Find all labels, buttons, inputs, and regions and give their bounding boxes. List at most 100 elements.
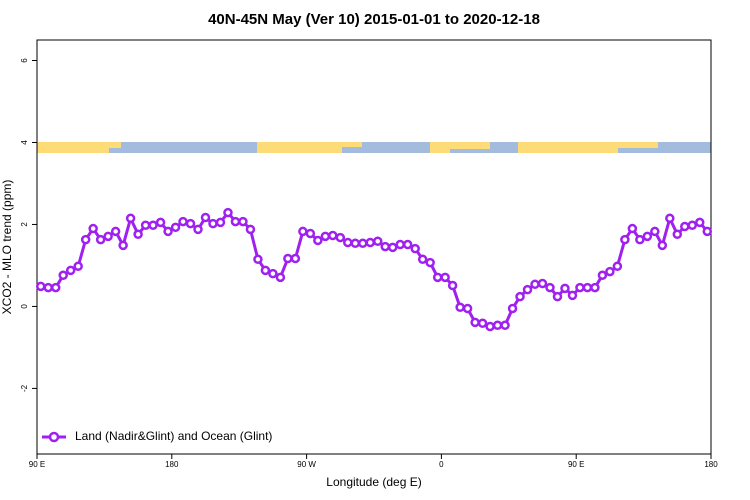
data-point [470, 317, 480, 328]
data-point [440, 272, 450, 283]
data-point [305, 228, 316, 239]
data-point [447, 280, 458, 291]
chart-title: 40N-45N May (Ver 10) 2015-01-01 to 2020-… [208, 11, 540, 28]
data-point [290, 253, 301, 264]
data-point [567, 290, 578, 301]
plot-frame [36, 39, 712, 455]
data-point [320, 231, 331, 242]
data-point [283, 253, 293, 264]
data-point [50, 282, 61, 293]
data-point [73, 261, 83, 272]
data-point [178, 216, 188, 227]
data-point [238, 216, 248, 227]
data-point [507, 303, 518, 314]
data-point [477, 318, 488, 328]
data-point [620, 234, 630, 245]
data-point [695, 217, 705, 228]
data-point [95, 234, 106, 245]
data-point [432, 272, 443, 283]
y-tick-label: 6 [20, 58, 29, 63]
data-point [597, 270, 608, 281]
data-point [500, 320, 510, 331]
y-tick-label: -2 [20, 384, 29, 392]
data-point [687, 220, 698, 231]
data-point [410, 243, 420, 254]
legend-label: Land (Nadir&Glint) and Ocean (Glint) [75, 429, 272, 443]
data-point [185, 218, 196, 229]
data-point [560, 283, 570, 294]
x-tick-label: 180 [165, 460, 179, 469]
data-point [395, 239, 405, 250]
data-point [155, 217, 166, 228]
data-point [522, 284, 533, 295]
data-point [545, 282, 555, 293]
x-tick-label: 90 E [568, 460, 584, 469]
data-point [88, 223, 98, 234]
data-point [605, 266, 615, 277]
data-point [208, 218, 218, 229]
data-point [590, 282, 600, 293]
y-tick-label: 0 [20, 304, 29, 309]
data-point [103, 231, 113, 242]
data-point [702, 226, 713, 237]
data-point [215, 217, 226, 228]
data-point [365, 237, 376, 248]
data-point [343, 237, 353, 248]
data-point [148, 220, 158, 231]
data-point [298, 226, 308, 237]
data-point [253, 254, 263, 265]
data-point [387, 242, 398, 253]
data-point [58, 270, 68, 281]
data-point [612, 261, 623, 272]
x-axis-label: Longitude (deg E) [326, 475, 421, 489]
data-point [170, 222, 181, 233]
data-point [530, 279, 540, 290]
data-point [313, 235, 323, 246]
data-point [350, 238, 361, 249]
data-point [200, 212, 211, 223]
data-point [657, 240, 668, 251]
data-point [417, 254, 428, 265]
data-point [193, 224, 203, 235]
data-point [125, 213, 136, 224]
data-point [680, 221, 690, 232]
data-point [358, 238, 368, 249]
data-point [380, 241, 390, 252]
data-point [65, 265, 76, 276]
data-point [118, 240, 128, 251]
data-point [582, 282, 593, 293]
land-ocean-strip [37, 142, 711, 153]
data-point [335, 232, 346, 243]
data-point [515, 291, 525, 302]
y-axis-label: XCO2 - MLO trend (ppm) [0, 180, 14, 315]
data-point [260, 265, 271, 276]
data-point [627, 223, 638, 234]
data-point [665, 213, 675, 224]
data-point [642, 231, 653, 242]
data-point [425, 257, 435, 268]
data-point [650, 226, 660, 237]
data-point [140, 220, 151, 231]
data-point [402, 239, 413, 250]
data-point [672, 229, 683, 240]
data-point [230, 216, 241, 227]
data-point [455, 302, 465, 313]
data-point [163, 226, 173, 237]
x-tick-label: 90 W [297, 460, 316, 469]
data-point [492, 320, 503, 331]
data-point [80, 234, 91, 245]
data-point [110, 226, 121, 237]
y-tick-label: 2 [20, 222, 29, 227]
x-tick-label: 90 E [29, 460, 45, 469]
data-point [328, 230, 338, 241]
data-point [268, 268, 278, 279]
data-point [275, 272, 286, 283]
data-point [462, 303, 473, 314]
y-tick-label: 4 [20, 140, 29, 145]
x-tick-label: 180 [704, 460, 718, 469]
data-point [485, 321, 495, 332]
data-point [245, 224, 256, 235]
data-point [43, 282, 53, 293]
data-point [552, 291, 563, 302]
